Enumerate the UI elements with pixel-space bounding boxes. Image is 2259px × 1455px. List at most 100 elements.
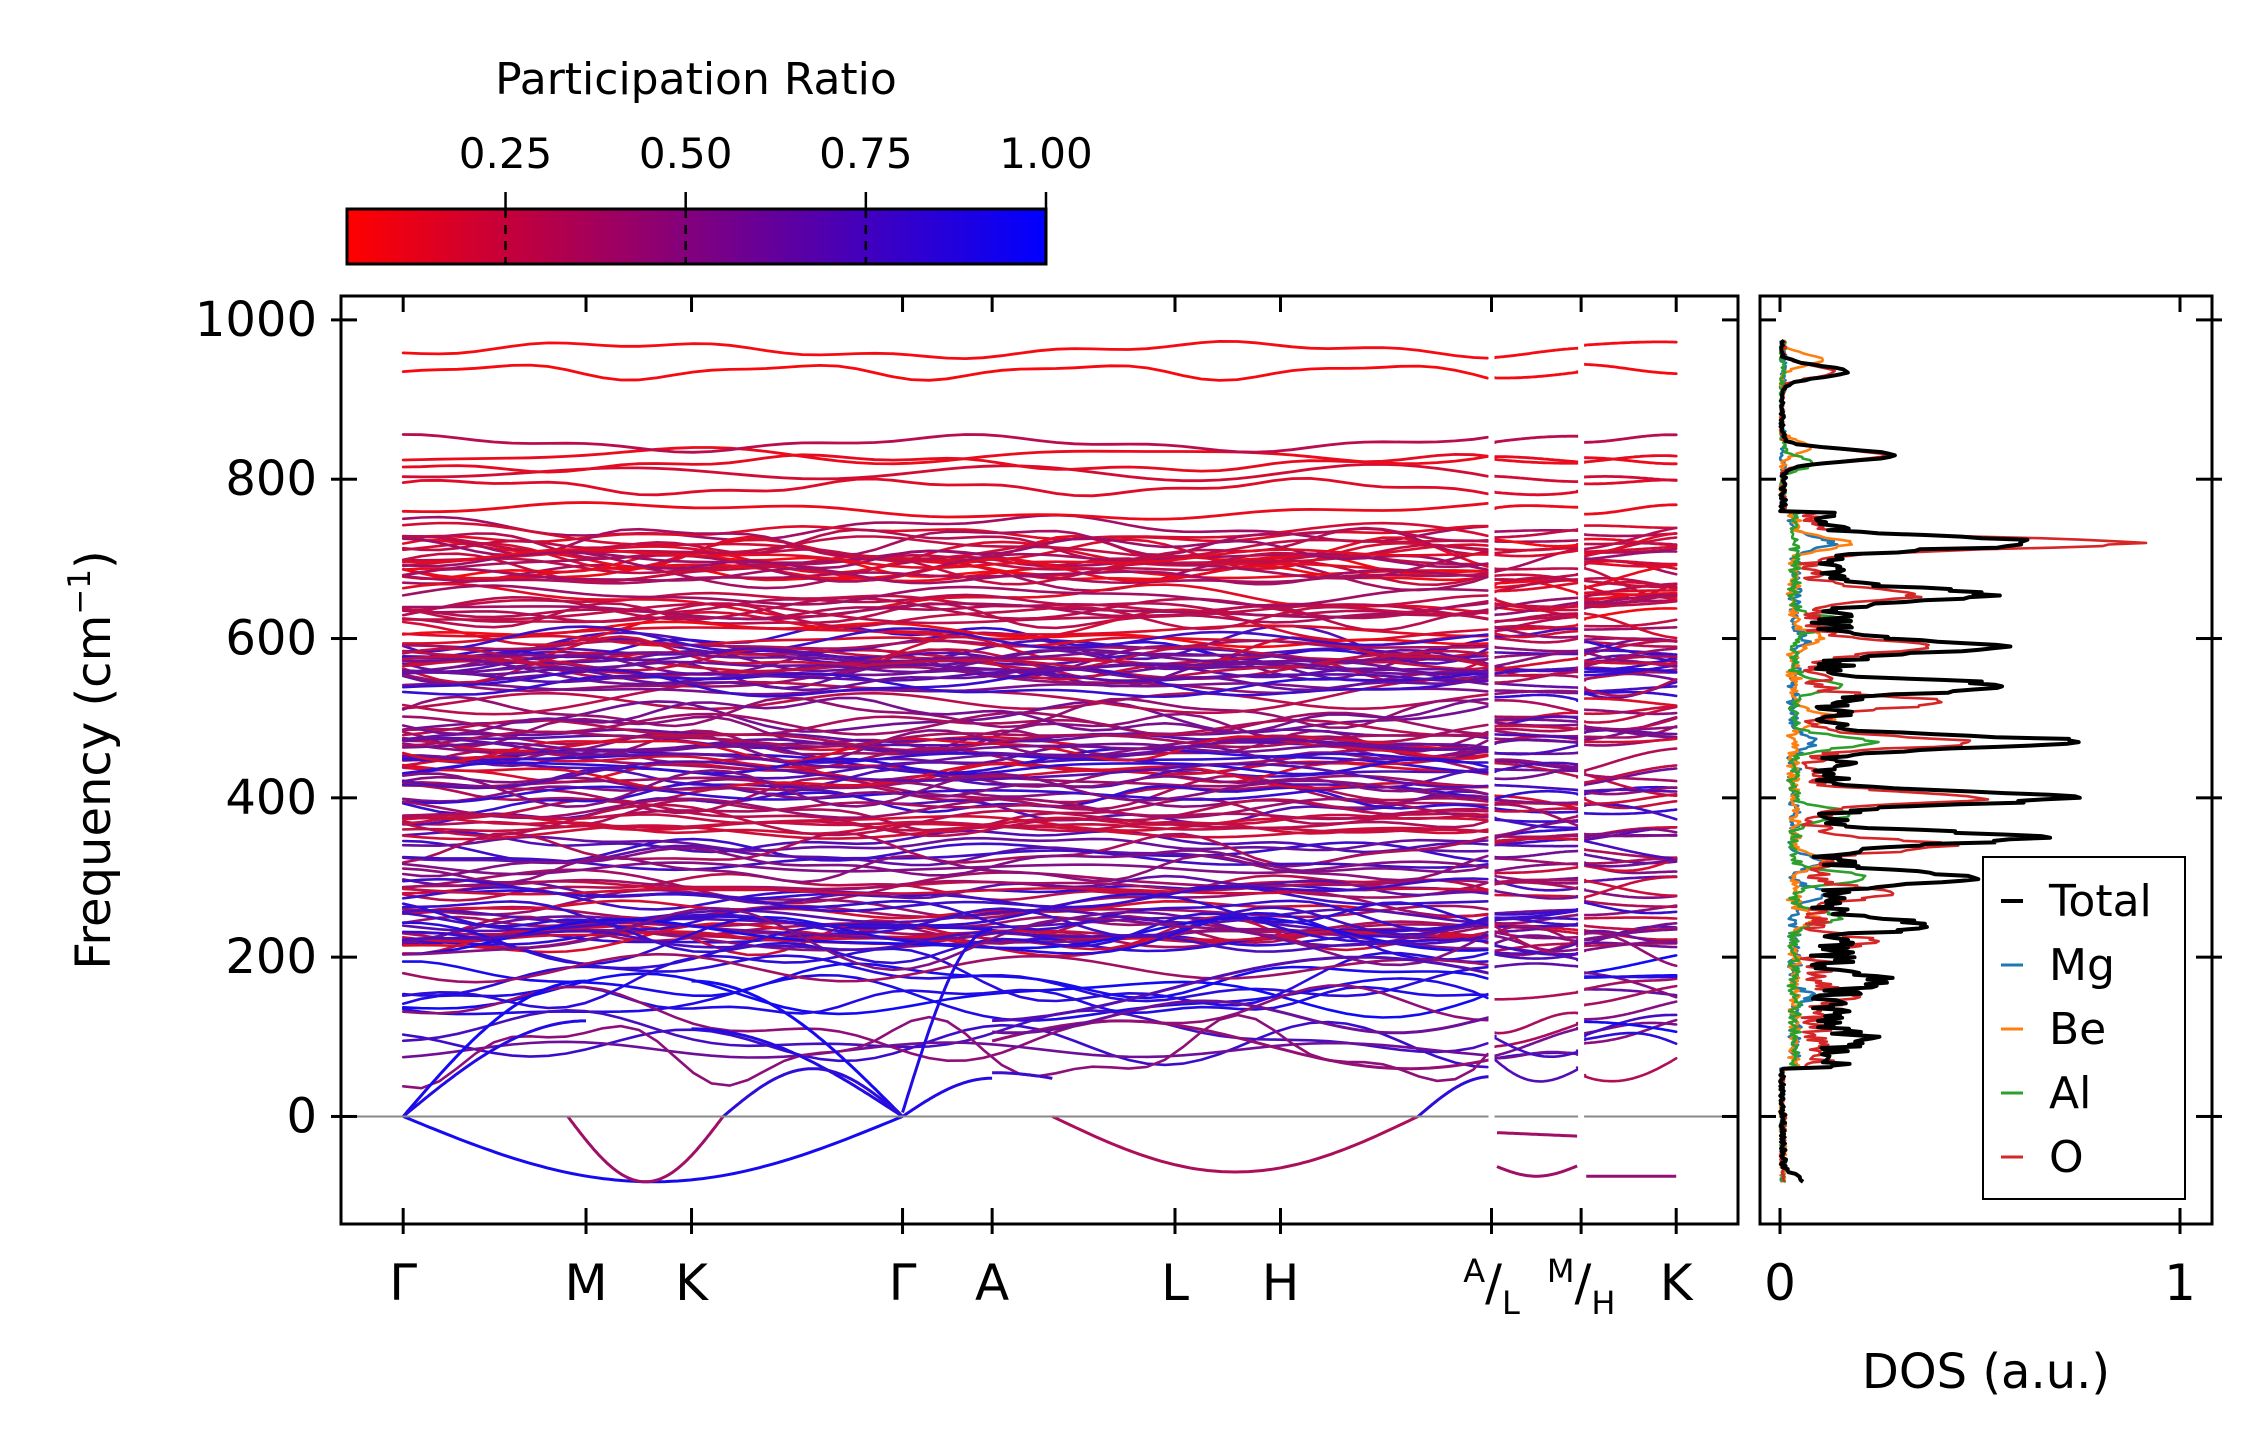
band-line: [401, 1020, 1489, 1069]
band-line: [1582, 541, 1678, 546]
band-line: [1577, 1013, 1678, 1038]
band-line: [1582, 808, 1678, 816]
band-line: [401, 785, 1489, 805]
band-line: [401, 602, 1489, 631]
band-line: [1492, 572, 1580, 582]
acoustic-branch: [402, 1115, 904, 1184]
band-line: [401, 452, 1489, 474]
band-line: [1492, 651, 1580, 656]
band-line: [1492, 567, 1580, 571]
band-line: [1489, 1034, 1585, 1058]
band-line: [1492, 806, 1580, 814]
band-line: [1582, 857, 1678, 873]
band-line: [401, 901, 1489, 965]
band-line: [401, 513, 1489, 543]
colorbar-gradient: [345, 207, 1048, 266]
band-line: [1490, 1055, 1583, 1083]
band-line: [401, 877, 1489, 913]
band-line: [401, 741, 1489, 754]
acoustic-branch: [691, 1027, 904, 1118]
acoustic-branch: [1496, 1164, 1578, 1178]
band-line: [1492, 548, 1580, 558]
band-line: [1582, 579, 1678, 589]
band-line: [401, 550, 1489, 583]
legend-label: Mg: [2049, 940, 2115, 991]
band-line: [1582, 838, 1678, 861]
band-line: [401, 548, 1489, 570]
band-line: [1492, 798, 1580, 805]
frequency-axis-label: Frequency (cm−1): [62, 550, 122, 970]
y-tick-label: 1000: [195, 292, 317, 348]
acoustic-branch: [566, 1115, 725, 1184]
band-line: [401, 635, 1489, 668]
kpoint-label: A: [975, 1254, 1009, 1312]
band-line: [1582, 563, 1678, 591]
band-line: [1492, 758, 1580, 769]
band-line: [1492, 538, 1580, 548]
band-line: [1492, 1011, 1580, 1035]
band-line: [1582, 988, 1678, 997]
band-line: [1582, 582, 1678, 599]
band-line: [1492, 783, 1580, 792]
band-line: [1492, 656, 1580, 672]
kpoint-label: L: [1161, 1254, 1189, 1312]
band-line: [401, 797, 1489, 838]
band-line: [1492, 889, 1580, 900]
colorbar-tick-label: 0.75: [819, 129, 913, 178]
colorbar-title: Participation Ratio: [495, 54, 897, 105]
band-line: [401, 910, 1489, 947]
band-line: [1578, 1057, 1678, 1083]
band-line: [401, 929, 1489, 953]
band-line: [1492, 528, 1580, 539]
band-line: [1492, 602, 1580, 609]
dos-legend: Total Mg Be Al O: [1982, 856, 2186, 1200]
band-line: [1582, 916, 1678, 920]
band-line: [1582, 875, 1678, 900]
dos-axes-frame: [1758, 294, 2214, 1226]
legend-label: Al: [2049, 1068, 2091, 1119]
band-line: [1492, 346, 1580, 359]
acoustic-branch: [402, 979, 587, 1118]
band-line: [1492, 908, 1580, 916]
band-line: [1492, 669, 1580, 675]
band-line: [401, 947, 1489, 1010]
band-line: [1582, 834, 1678, 839]
band-line: [1492, 761, 1580, 779]
band-line: [1582, 857, 1678, 865]
band-line: [401, 584, 1489, 608]
band-line: [401, 835, 1489, 852]
band-line: [1582, 634, 1678, 643]
acoustic-branch: [992, 955, 1492, 1023]
band-line: [1492, 816, 1580, 830]
band-line: [1492, 544, 1580, 552]
band-line: [1493, 693, 1580, 702]
band-line: [1492, 457, 1580, 465]
band-line: [1582, 612, 1678, 640]
band-line: [1582, 503, 1678, 516]
y-tick-label: 600: [225, 611, 317, 667]
band-line: [1582, 939, 1678, 953]
band-line: [1582, 888, 1678, 899]
band-line: [1492, 733, 1580, 740]
band-line: [401, 625, 1489, 654]
colorbar-ticks: 0.25 0.50 0.75 1.00: [459, 129, 1093, 264]
band-line: [1492, 636, 1580, 644]
band-line: [1582, 362, 1678, 375]
acoustic-branch: [1496, 1131, 1578, 1138]
band-line: [1582, 764, 1678, 785]
band-line: [401, 696, 1489, 736]
band-line: [401, 952, 1489, 984]
band-line: [1489, 924, 1583, 948]
acoustic-branch: [1417, 1075, 1493, 1118]
band-line: [1582, 454, 1678, 464]
band-line: [401, 769, 1489, 809]
band-line: [401, 660, 1489, 674]
band-line: [1582, 725, 1678, 739]
band-line: [1492, 726, 1580, 733]
band-line: [401, 363, 1489, 382]
band-line: [1582, 975, 1678, 979]
band-line: [401, 774, 1489, 800]
frequency-axis-ticks: 0 200 400 600 800 1000: [195, 292, 1738, 1144]
band-line: [401, 1040, 1489, 1059]
